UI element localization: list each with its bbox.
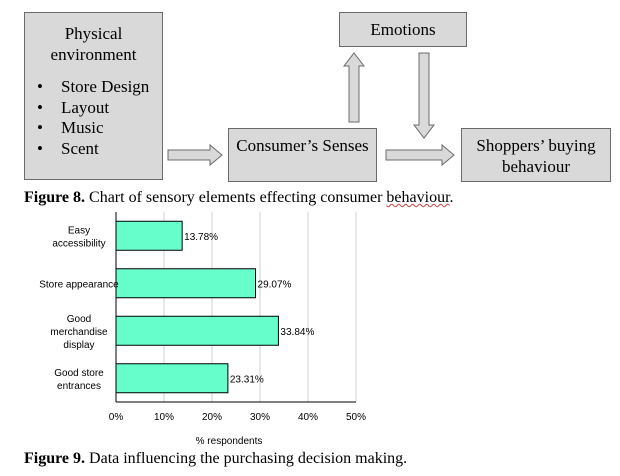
x-tick-label: 30% [250, 412, 270, 423]
category-label: Easy [68, 225, 90, 236]
emotions-label: Emotions [370, 20, 436, 39]
consumers-senses-box: Consumer’s Senses [228, 128, 377, 182]
figure-8-label: Figure 8. [24, 189, 86, 206]
bar-value-label: 23.31% [230, 374, 264, 385]
figure-9-caption: Figure 9. Data influencing the purchasin… [24, 450, 407, 468]
category-label: accessibility [52, 238, 105, 249]
shoppers-buying-behaviour-box: Shoppers’ buying behaviour [461, 128, 611, 182]
x-tick-label: 0% [109, 412, 124, 423]
x-tick-label: 10% [154, 412, 174, 423]
figure-8-text-end: . [449, 189, 454, 206]
diagram-arrows [167, 52, 455, 167]
list-item: Layout [35, 98, 162, 119]
x-axis-label: % respondents [196, 436, 263, 447]
figure-8-text: Chart of sensory elements effecting cons… [85, 189, 387, 206]
arrow-senses-to-buying [385, 143, 455, 167]
x-tick-label: 40% [298, 412, 318, 423]
consumers-senses-label: Consumer’s Senses [236, 136, 369, 155]
category-label: Good [67, 314, 91, 325]
arrow-senses-to-emotions [342, 52, 366, 123]
arrow-emotions-to-senses [412, 52, 436, 139]
bar [115, 363, 229, 394]
category-label: entrances [57, 381, 101, 392]
figure-8-text-spellcheck: behaviour [386, 189, 450, 206]
arrow-physical-to-senses [167, 143, 223, 167]
bar-value-label: 29.07% [258, 279, 292, 290]
physical-environment-box: Physical environment Store Design Layout… [24, 12, 163, 180]
x-tick-label: 50% [346, 412, 366, 423]
list-item: Scent [35, 139, 162, 160]
bar [115, 268, 257, 299]
bar [115, 315, 279, 346]
figure-8-caption: Figure 8. Chart of sensory elements effe… [24, 189, 454, 207]
x-tick-label: 20% [202, 412, 222, 423]
list-item: Music [35, 118, 162, 139]
shoppers-buying-behaviour-label: Shoppers’ buying behaviour [476, 136, 596, 176]
list-item: Store Design [35, 77, 162, 98]
category-label: merchandise [50, 327, 108, 338]
category-label: Good store [54, 368, 104, 379]
category-label: Store appearance [39, 279, 119, 290]
bar-value-label: 13.78% [184, 232, 218, 243]
physical-environment-list: Store Design Layout Music Scent [25, 77, 162, 159]
category-label: display [63, 340, 94, 351]
bar-value-label: 33.84% [280, 327, 314, 338]
figure-9-label: Figure 9. [24, 450, 86, 467]
physical-environment-title: Physical environment [50, 24, 137, 64]
emotions-box: Emotions [339, 12, 467, 47]
bar [115, 220, 183, 251]
figure-9-text: Data influencing the purchasing decision… [85, 450, 408, 467]
